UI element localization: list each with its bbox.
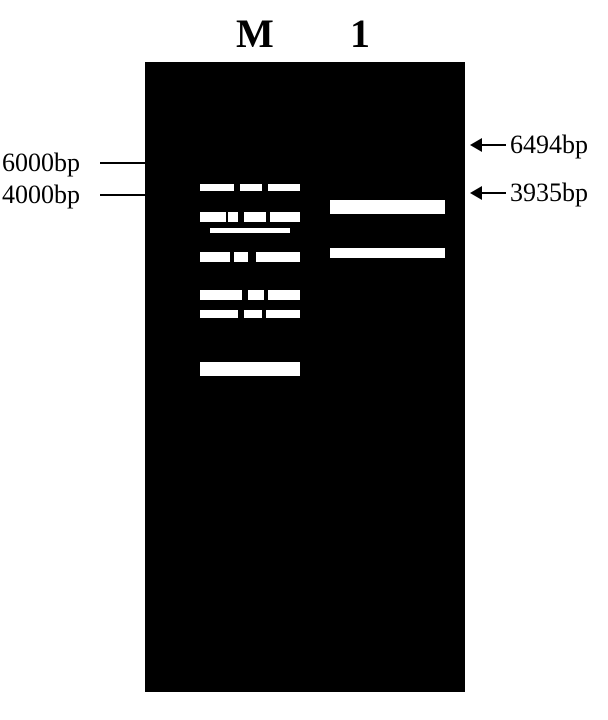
marker-band-4-seg-2 xyxy=(268,290,300,300)
marker-band-2-seg-0 xyxy=(210,228,290,233)
marker-band-0-seg-0 xyxy=(200,184,234,191)
marker-band-1-seg-0 xyxy=(200,212,226,222)
marker-band-1-seg-2 xyxy=(244,212,266,222)
marker-band-4-seg-1 xyxy=(248,290,264,300)
right-arrow-head-0 xyxy=(470,138,482,152)
right-arrow-line-0 xyxy=(482,144,506,146)
left-label-0: 6000bp xyxy=(2,148,80,178)
marker-band-5-seg-0 xyxy=(200,310,238,318)
marker-band-1-seg-3 xyxy=(270,212,300,222)
left-label-1: 4000bp xyxy=(2,180,80,210)
left-tick-0 xyxy=(100,162,145,164)
marker-band-5-seg-1 xyxy=(244,310,262,318)
sample-band-0-seg-0 xyxy=(330,200,445,214)
marker-band-0-seg-1 xyxy=(240,184,262,191)
marker-band-3-seg-2 xyxy=(256,252,300,262)
lane-label-1: 1 xyxy=(350,10,370,57)
gel-area xyxy=(145,62,465,692)
marker-band-1-seg-1 xyxy=(228,212,238,222)
lane-label-0: M xyxy=(236,10,274,57)
marker-band-6-seg-0 xyxy=(200,362,300,376)
marker-band-5-seg-2 xyxy=(266,310,300,318)
marker-band-3-seg-1 xyxy=(234,252,248,262)
left-tick-1 xyxy=(100,194,145,196)
right-label-1: 3935bp xyxy=(510,178,588,208)
right-arrow-head-1 xyxy=(470,186,482,200)
marker-band-4-seg-0 xyxy=(200,290,242,300)
marker-band-0-seg-2 xyxy=(268,184,300,191)
right-label-0: 6494bp xyxy=(510,130,588,160)
marker-band-3-seg-0 xyxy=(200,252,230,262)
sample-band-1-seg-0 xyxy=(330,248,445,258)
right-arrow-line-1 xyxy=(482,192,506,194)
